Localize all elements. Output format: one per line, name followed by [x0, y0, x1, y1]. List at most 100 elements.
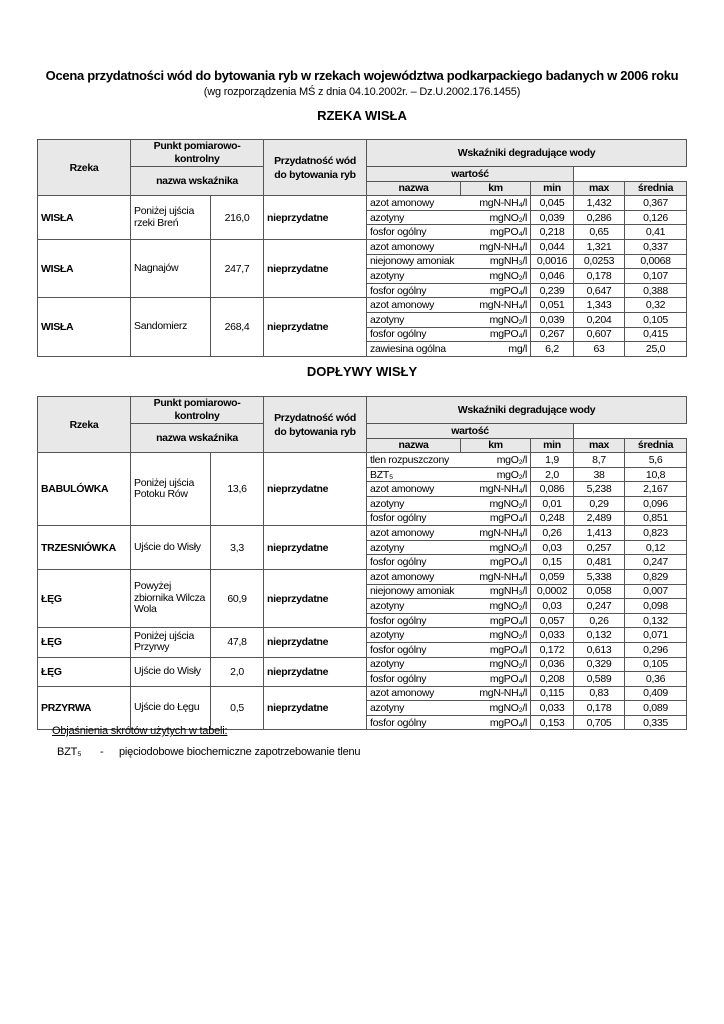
- header-srednia: średnia: [624, 180, 688, 197]
- indicator-name: azotyny: [366, 268, 461, 284]
- max-value: 0,481: [573, 554, 626, 570]
- max-value: 0,607: [573, 326, 626, 343]
- km-value: 60,9: [209, 568, 265, 629]
- max-value: 0,204: [573, 311, 626, 328]
- header-przydatnosc: Przydatność wód do bytowania ryb: [263, 138, 368, 197]
- max-value: 0,26: [573, 612, 626, 629]
- suitability: nieprzydatne: [263, 627, 368, 658]
- km-value: 3,3: [209, 525, 265, 570]
- max-value: 8,7: [573, 452, 626, 468]
- min-value: 0,153: [530, 714, 575, 731]
- indicator-unit: mgN-NH₄/l: [460, 195, 532, 211]
- header-wartosc: wartość: [366, 423, 575, 439]
- max-value: 0,058: [573, 583, 626, 600]
- min-value: 1,9: [530, 452, 575, 468]
- river-name: ŁĘG: [37, 656, 131, 687]
- table-row: ŁĘG Powyżej zbiornika Wilcza Wola 60,9 niep…: [37, 568, 688, 629]
- indicator-unit: mgPO₄/l: [460, 326, 532, 343]
- header-wskazniki: Wskaźniki degradujące wody: [366, 396, 688, 424]
- avg-value: 0,335: [624, 714, 688, 731]
- min-value: 0,208: [530, 671, 575, 687]
- indicator-name: fosfor ogólny: [366, 671, 461, 687]
- indicator-name: azot amonowy: [366, 685, 461, 702]
- max-value: 1,343: [573, 297, 626, 313]
- min-value: 0,059: [530, 568, 575, 585]
- km-value: 2,0: [209, 656, 265, 687]
- min-value: 6,2: [530, 341, 575, 357]
- indicator-unit: mgO₂/l: [460, 466, 532, 483]
- river-name: PRZYRWA: [37, 685, 131, 731]
- indicator-unit: mgNO₂/l: [460, 598, 532, 614]
- indicator-unit: mgN-NH₄/l: [460, 481, 532, 497]
- min-value: 0,046: [530, 268, 575, 284]
- indicator-unit: mgPO₄/l: [460, 554, 532, 570]
- table-row: WISŁA Nagnajów 247,7 nieprzydatne azot amono…: [37, 238, 688, 299]
- max-value: 5,338: [573, 568, 626, 585]
- footnote-abbr: BZT₅: [57, 746, 82, 758]
- indicator-unit: mgNO₂/l: [460, 311, 532, 328]
- min-value: 0,172: [530, 641, 575, 658]
- max-value: 0,83: [573, 685, 626, 702]
- table-doplywy: Rzeka Punkt pomiarowo-kontrolny Przydatnoś…: [37, 395, 688, 731]
- indicator-name: azotyny: [366, 656, 461, 673]
- suitability: nieprzydatne: [263, 525, 368, 570]
- table-row: PRZYRWA Ujście do Łęgu 0,5 nieprzydatne azot…: [37, 685, 688, 731]
- indicator-name: azotyny: [366, 539, 461, 556]
- indicator-name: fosfor ogólny: [366, 612, 461, 629]
- suitability: nieprzydatne: [263, 238, 368, 299]
- indicator-name: azot amonowy: [366, 568, 461, 585]
- min-value: 0,039: [530, 209, 575, 226]
- indicator-unit: mgNO₂/l: [460, 627, 532, 643]
- avg-value: 0,007: [624, 583, 688, 600]
- min-value: 0,036: [530, 656, 575, 673]
- avg-value: 0,0068: [624, 253, 688, 270]
- avg-value: 5,6: [624, 452, 688, 468]
- indicator-name: azot amonowy: [366, 297, 461, 313]
- max-value: 0,178: [573, 268, 626, 284]
- max-value: 38: [573, 466, 626, 483]
- min-value: 0,03: [530, 598, 575, 614]
- table-row: BABULÓWKA Poniżej ujścia Potoku Rów 13,6 ni…: [37, 452, 688, 527]
- table-wisla: Rzeka Punkt pomiarowo-kontrolny Przydatnoś…: [37, 138, 688, 357]
- header-max: max: [573, 180, 626, 197]
- indicator-unit: mgNO₂/l: [460, 495, 532, 512]
- min-value: 0,03: [530, 539, 575, 556]
- min-value: 0,044: [530, 238, 575, 255]
- measurement-point: Ujście do Wisły: [130, 525, 211, 570]
- section-heading-doplywy: DOPŁYWY WISŁY: [306, 364, 418, 379]
- measurement-point: Ujście do Łęgu: [130, 685, 211, 731]
- table-row: fosfor ogólny mgPO₄/l 0,172 0,613 0,296: [38, 641, 688, 658]
- min-value: 0,115: [530, 685, 575, 702]
- avg-value: 0,415: [624, 326, 688, 343]
- river-name: WISŁA: [37, 195, 131, 240]
- suitability: nieprzydatne: [263, 195, 368, 240]
- measurement-point: Nagnajów: [130, 238, 211, 299]
- measurement-point: Poniżej ujścia Przyrwy: [130, 627, 211, 658]
- avg-value: 0,337: [624, 238, 688, 255]
- river-name: ŁĘG: [37, 627, 131, 658]
- footnote-dash: -: [100, 746, 104, 758]
- indicator-unit: mgNO₂/l: [460, 268, 532, 284]
- max-value: 0,65: [573, 224, 626, 240]
- avg-value: 0,823: [624, 525, 688, 541]
- measurement-point: Poniżej ujścia Potoku Rów: [130, 452, 211, 527]
- min-value: 2,0: [530, 466, 575, 483]
- max-value: 0,257: [573, 539, 626, 556]
- indicator-unit: mgNO₂/l: [460, 209, 532, 226]
- min-value: 0,039: [530, 311, 575, 328]
- indicator-name: fosfor ogólny: [366, 510, 461, 527]
- table-row: azotyny mgNO₂/l 0,046 0,178 0,107: [38, 268, 688, 284]
- max-value: 5,238: [573, 481, 626, 497]
- max-value: 0,589: [573, 671, 626, 687]
- max-value: 1,432: [573, 195, 626, 211]
- table-row: fosfor ogólny mgPO₄/l 0,208 0,589 0,36: [38, 671, 688, 687]
- indicator-unit: mgPO₄/l: [460, 510, 532, 527]
- indicator-name: fosfor ogólny: [366, 224, 461, 240]
- avg-value: 0,41: [624, 224, 688, 240]
- header-przydatnosc: Przydatność wód do bytowania ryb: [263, 395, 368, 454]
- max-value: 0,178: [573, 700, 626, 716]
- avg-value: 0,12: [624, 539, 688, 556]
- indicator-unit: mgN-NH₄/l: [460, 685, 532, 702]
- indicator-unit: mgPO₄/l: [460, 641, 532, 658]
- indicator-unit: mgN-NH₄/l: [460, 238, 532, 255]
